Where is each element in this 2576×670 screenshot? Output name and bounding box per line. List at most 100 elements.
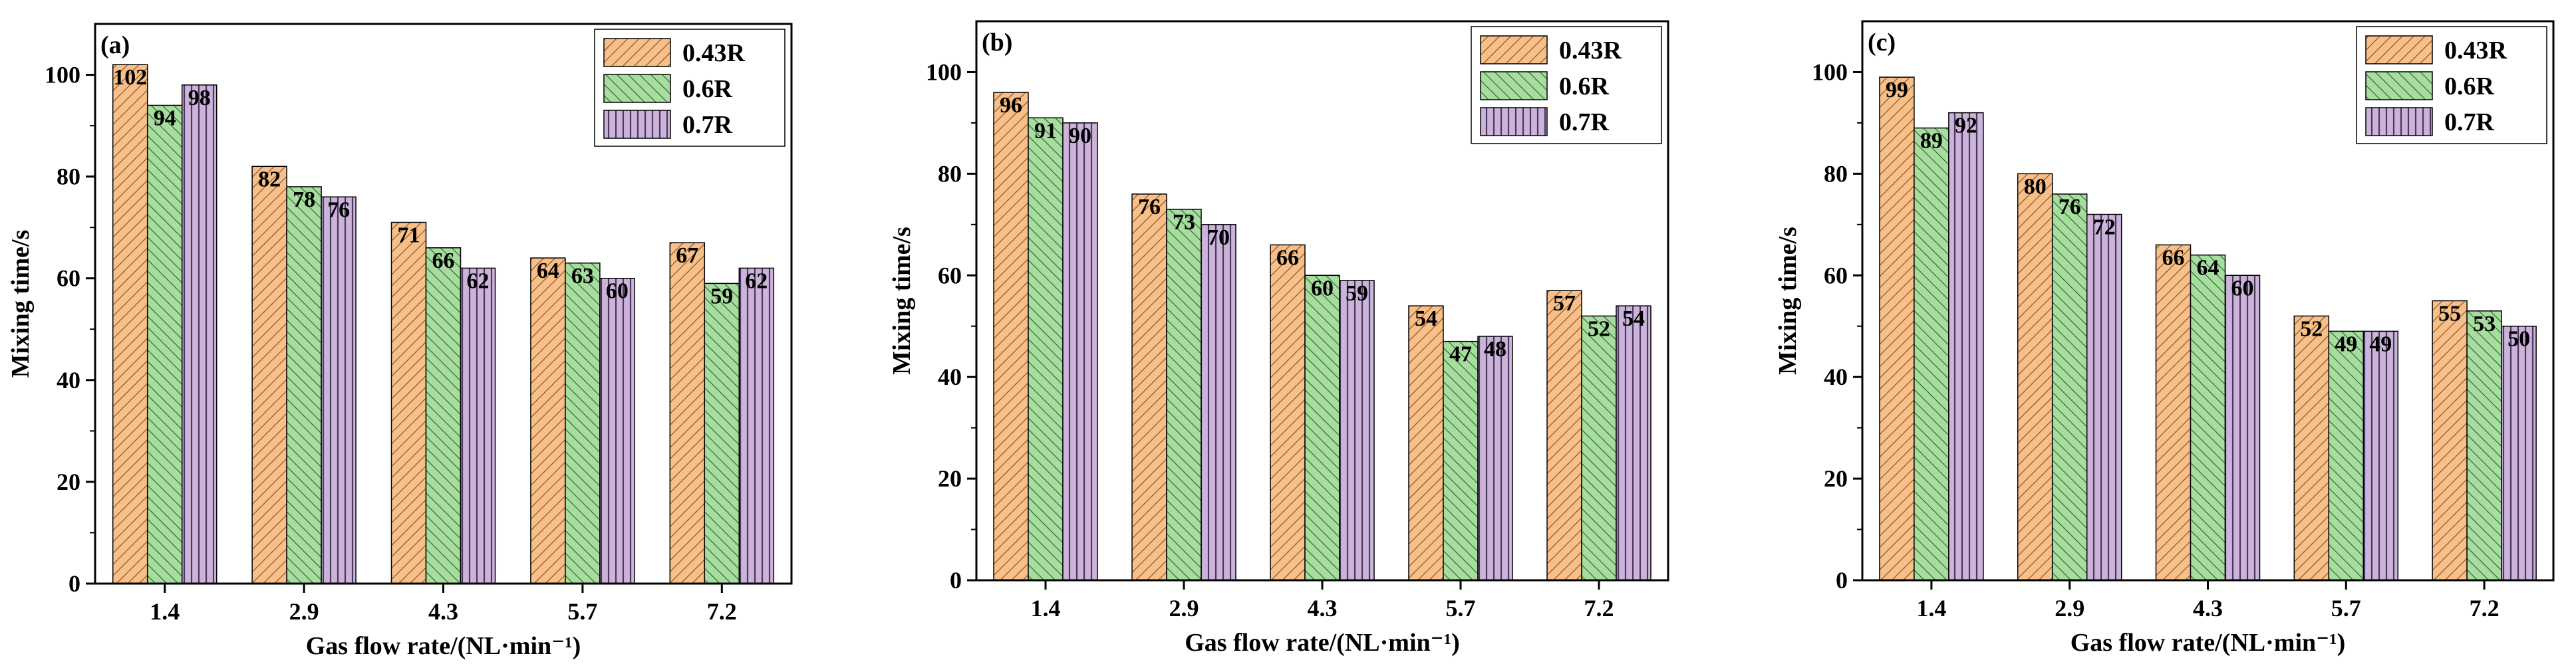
bar [1339, 280, 1375, 581]
y-tick-label: 40 [1824, 364, 1848, 390]
data-label: 54 [1415, 306, 1437, 331]
panel-tag: (b) [982, 29, 1012, 56]
y-tick-label: 20 [1824, 465, 1848, 492]
legend-label: 0.43R [682, 39, 746, 67]
bar [1408, 305, 1444, 581]
y-tick-label: 80 [938, 160, 962, 187]
data-label: 73 [1173, 210, 1195, 235]
bar [1131, 193, 1167, 581]
bar [460, 267, 496, 584]
y-tick-label: 20 [57, 469, 80, 495]
bar [390, 221, 427, 584]
data-label: 99 [1886, 78, 1908, 102]
bar [2293, 315, 2330, 581]
x-tick-label: 7.2 [2470, 595, 2500, 621]
bar [1270, 244, 1306, 581]
bar [251, 166, 287, 584]
bar [2224, 275, 2261, 581]
data-label: 59 [710, 284, 733, 308]
data-label: 66 [432, 249, 455, 273]
chart-panel-1: 102 82 71 64 67 94 78 66 63 59 98 76 62 60 62 0 20 40 60 80… [7, 23, 793, 660]
bar [321, 196, 357, 584]
data-label: 76 [327, 197, 350, 222]
y-tick-label: 60 [1824, 262, 1848, 288]
legend-label: 0.6R [2444, 72, 2495, 100]
bar [112, 64, 148, 584]
panel-tag: (c) [1868, 29, 1896, 56]
x-tick-label: 2.9 [1169, 595, 1199, 621]
data-label: 60 [2231, 276, 2254, 300]
data-label: 98 [188, 86, 211, 110]
data-label: 60 [1311, 276, 1334, 300]
data-label: 59 [1346, 281, 1368, 306]
bar [704, 282, 740, 584]
y-tick-label: 100 [45, 62, 80, 88]
data-label: 54 [1622, 306, 1645, 331]
data-label: 49 [2335, 332, 2357, 356]
y-tick-label: 80 [1824, 160, 1848, 187]
legend-swatch [2365, 71, 2433, 100]
bar [2466, 310, 2502, 581]
y-axis-title: Mixing time/s [1774, 227, 1802, 375]
data-label: 52 [1588, 316, 1610, 341]
legend-swatch [2365, 107, 2433, 136]
bar [2051, 193, 2088, 581]
bar [286, 186, 322, 584]
x-tick-label: 2.9 [2055, 595, 2084, 621]
bar [2501, 325, 2537, 581]
x-tick-label: 7.2 [707, 598, 737, 625]
data-label: 76 [1138, 195, 1161, 219]
x-tick-label: 5.7 [1446, 595, 1476, 621]
x-tick-label: 4.3 [2193, 595, 2223, 621]
legend-label: 0.43R [2444, 37, 2507, 64]
bar [1581, 315, 1617, 581]
y-tick-label: 0 [1836, 567, 1848, 594]
bar [669, 242, 706, 584]
data-label: 50 [2507, 327, 2530, 352]
data-label: 60 [606, 279, 629, 304]
bar [1028, 117, 1064, 581]
chart-panel-3: 99 80 66 52 55 89 76 64 49 53 92 72 60 49 50 0 20 40 60 80 1… [1774, 20, 2555, 657]
bar [181, 84, 217, 584]
bar [2190, 254, 2226, 581]
bar [1201, 224, 1236, 581]
y-tick-label: 100 [926, 58, 962, 85]
bar [1879, 76, 1915, 581]
data-label: 62 [467, 269, 490, 293]
legend: 0.43R 0.6R 0.7R [2356, 26, 2547, 144]
y-tick-label: 40 [57, 367, 80, 393]
y-axis-title: Mixing time/s [888, 227, 916, 375]
bar [2086, 213, 2122, 581]
x-tick-label: 1.4 [1031, 595, 1061, 621]
chart-panel-2: 96 76 66 54 57 91 73 60 47 52 90 70 59 48 54 0 20 40 60 80 1… [888, 20, 1669, 657]
data-label: 72 [2093, 215, 2116, 240]
y-tick-label: 60 [57, 265, 80, 292]
y-tick-label: 60 [938, 262, 962, 288]
data-label: 49 [2369, 332, 2392, 356]
bar [1477, 336, 1513, 581]
bar [1948, 112, 1984, 581]
legend: 0.43R 0.6R 0.7R [594, 29, 786, 147]
data-label: 64 [537, 259, 559, 283]
x-tick-label: 5.7 [567, 598, 597, 625]
legend-swatch [2365, 35, 2433, 64]
data-label: 67 [676, 243, 698, 268]
data-label: 102 [113, 65, 147, 90]
legend-label: 0.7R [682, 111, 733, 139]
data-label: 90 [1069, 124, 1091, 148]
data-label: 78 [293, 187, 315, 212]
data-label: 70 [1207, 225, 1230, 250]
bar [993, 92, 1029, 581]
y-axis-title: Mixing time/s [7, 230, 35, 378]
data-label: 71 [398, 223, 420, 248]
data-label: 94 [154, 106, 176, 130]
y-tick-label: 40 [938, 364, 962, 390]
data-label: 91 [1034, 118, 1057, 143]
x-axis-title: Gas flow rate/(NL·min⁻¹) [1185, 629, 1460, 657]
bar [146, 104, 183, 584]
data-label: 76 [2059, 195, 2081, 219]
legend: 0.43R 0.6R 0.7R [1471, 26, 1662, 144]
legend-swatch [603, 74, 671, 103]
data-label: 82 [258, 167, 281, 191]
